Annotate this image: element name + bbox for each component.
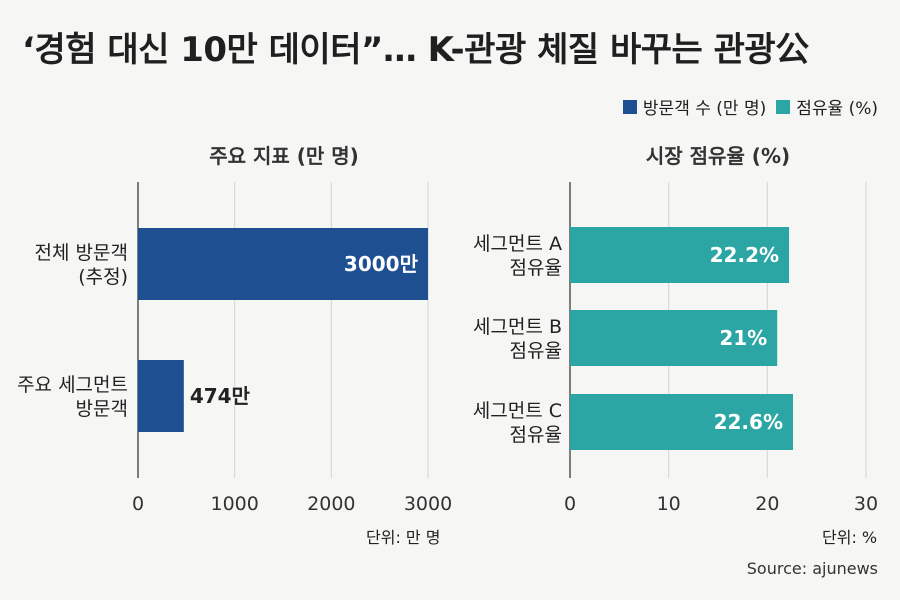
- chart0-category-label-1-line-1: 방문객: [76, 398, 128, 420]
- chart1-data-label-1: 21%: [719, 326, 767, 350]
- chart0-category-label-0-line-1: (추정): [78, 266, 128, 288]
- chart1-bar-2: [570, 394, 793, 450]
- right-unit-label: 단위: %: [822, 528, 878, 547]
- legend: 방문객 수 (만 명) 점유율 (%): [622, 94, 878, 119]
- legend-item-share: 점유율 (%): [776, 94, 878, 119]
- chart0-x-tick-label-0: 0: [132, 493, 144, 515]
- chart0-data-label-1: 474만: [190, 384, 251, 408]
- chart1-x-tick-label-3: 30: [854, 493, 878, 515]
- chart1-category-label-1-line-0: 세그먼트 B: [473, 316, 562, 338]
- chart1-category-label-2-line-1: 점유율: [510, 424, 562, 446]
- chart1-x-tick-label-1: 10: [657, 493, 681, 515]
- legend-item-visitors: 방문객 수 (만 명): [622, 94, 767, 119]
- chart0-bar-1: [138, 360, 184, 432]
- legend-swatch-share: [776, 99, 791, 114]
- chart0-data-label-0: 3000만: [344, 252, 419, 276]
- chart0-category-label-0-line-0: 전체 방문객: [35, 242, 128, 264]
- chart0-x-tick-label-1: 1000: [210, 493, 258, 515]
- source-note: Source: ajunews: [746, 559, 878, 578]
- chart1-bar-1: [570, 310, 778, 366]
- legend-label-visitors: 방문객 수 (만 명): [642, 99, 767, 119]
- chart1-x-tick-label-2: 20: [755, 493, 779, 515]
- chart0-x-tick-label-2: 2000: [307, 493, 355, 515]
- right-panel-title: 시장 점유율 (%): [645, 144, 791, 168]
- chart1-x-tick-label-0: 0: [564, 493, 576, 515]
- chart1-data-label-2: 22.6%: [714, 410, 783, 434]
- chart0-category-label-1-line-0: 주요 세그먼트: [17, 374, 128, 396]
- chart1-category-label-1-line-1: 점유율: [510, 340, 562, 362]
- chart1-category-label-0-line-1: 점유율: [510, 257, 562, 279]
- chart0-bar-0: [138, 228, 428, 300]
- chart1-data-label-0: 22.2%: [710, 243, 779, 267]
- chart0-x-tick-label-3: 3000: [404, 493, 452, 515]
- chart-title: ‘경험 대신 10만 데이터”… K-관광 체질 바꾸는 관광公: [22, 30, 809, 70]
- chart1-bar-0: [570, 227, 790, 283]
- left-unit-label: 단위: 만 명: [366, 528, 441, 547]
- chart1-category-label-0-line-0: 세그먼트 A: [473, 233, 562, 255]
- left-panel-title: 주요 지표 (만 명): [209, 144, 359, 168]
- legend-swatch-visitors: [622, 99, 637, 114]
- legend-label-share: 점유율 (%): [796, 99, 878, 119]
- chart1-category-label-2-line-0: 세그먼트 C: [473, 400, 562, 422]
